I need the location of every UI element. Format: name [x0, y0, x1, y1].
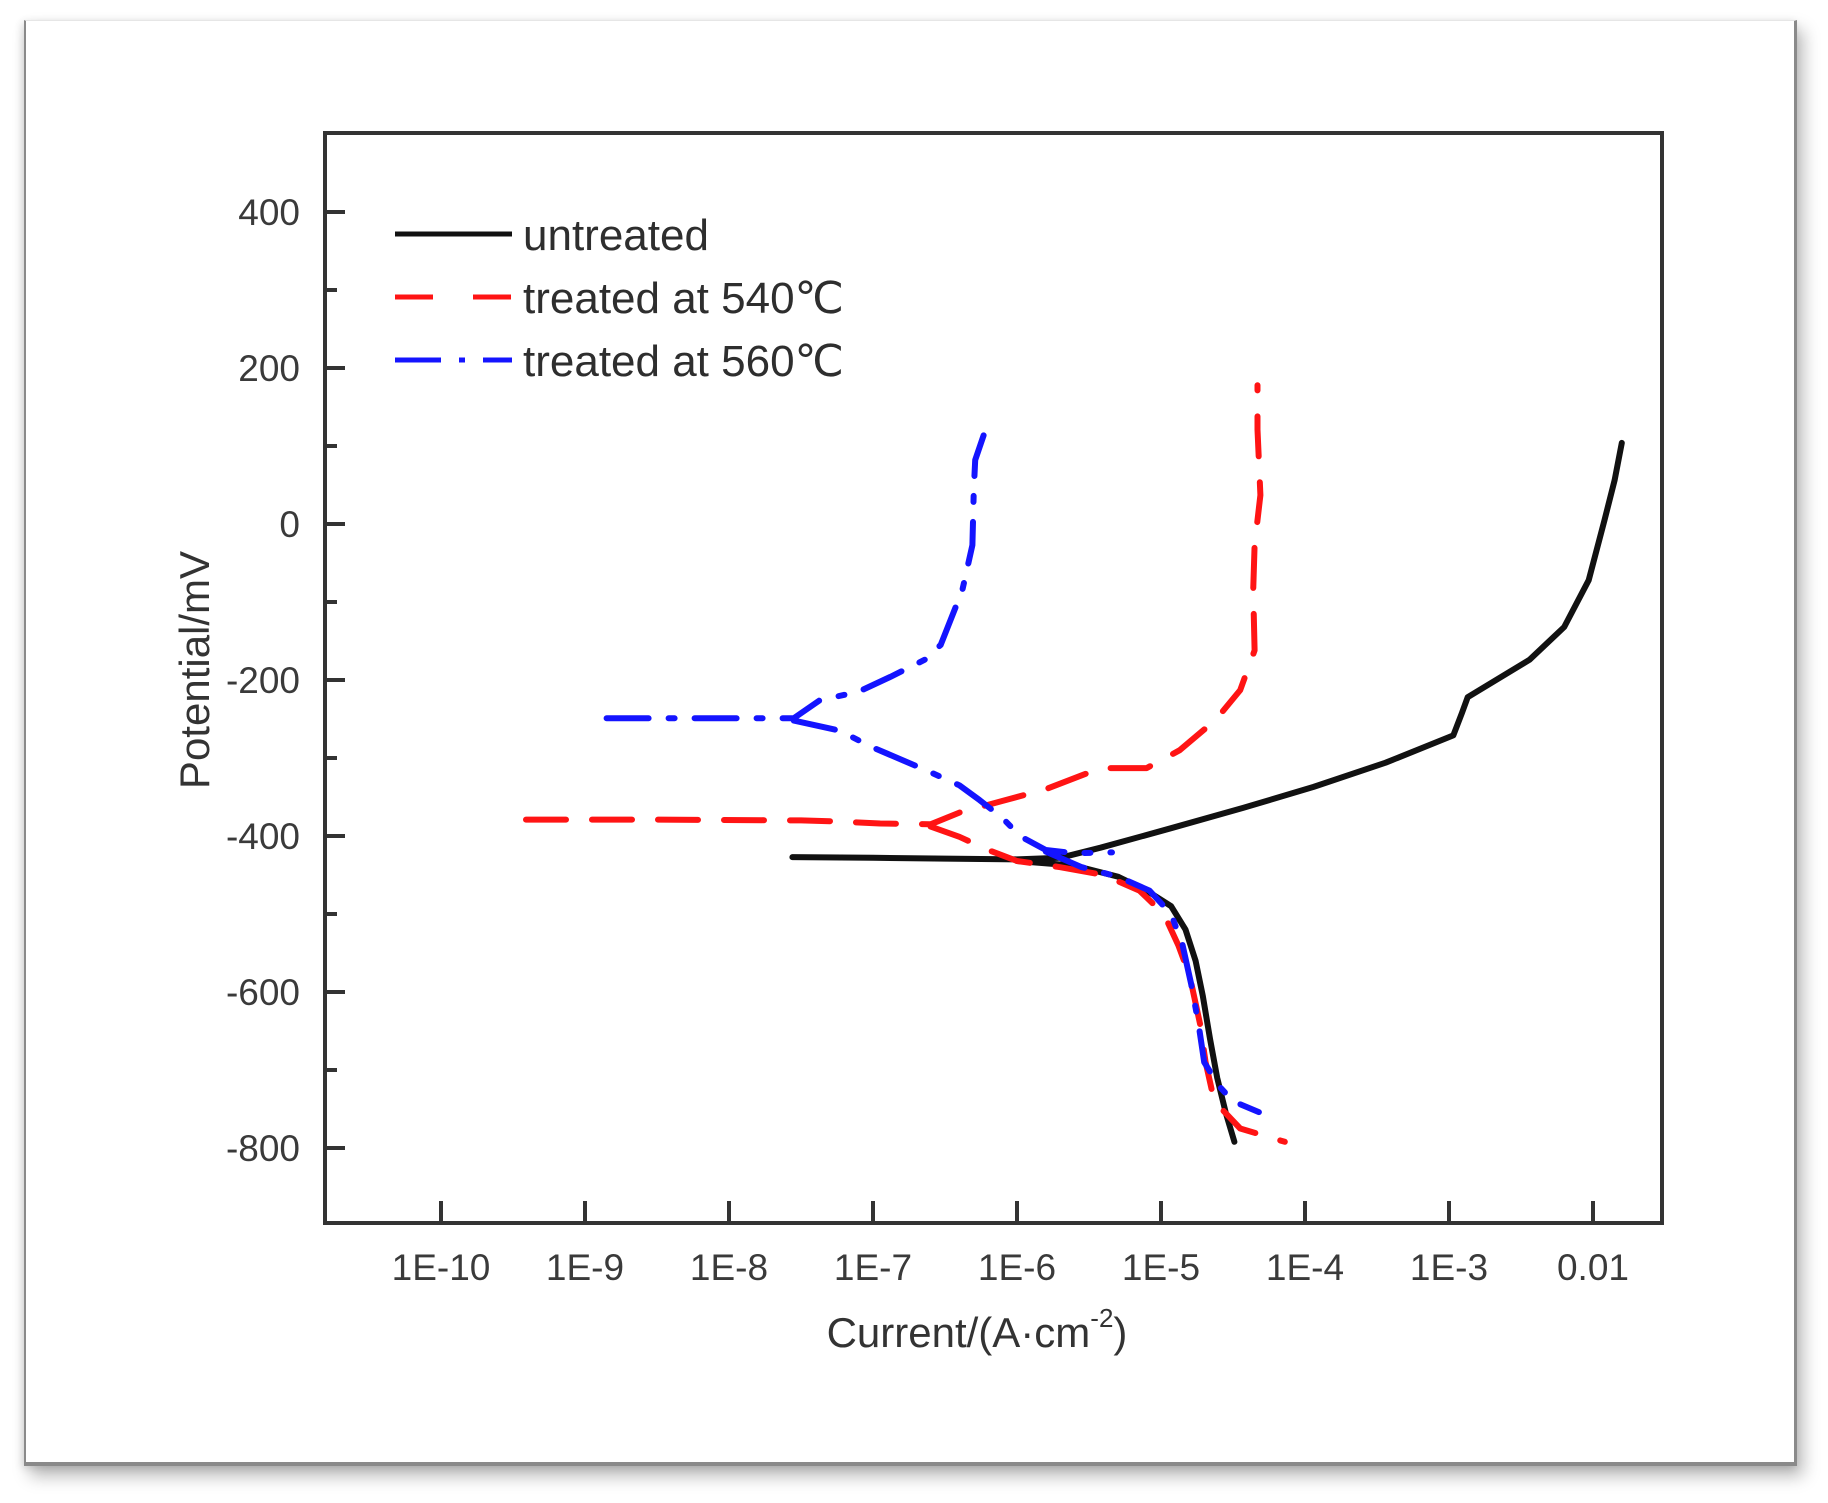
x-axis: 1E-10 1E-9 1E-8 1E-7 1E-6 1E-5 1E-4 1E-3 0.01 — [392, 1201, 1629, 1288]
x-tick-label: 1E-3 — [1410, 1247, 1488, 1288]
x-axis-title-sup: -2 — [1090, 1303, 1113, 1333]
y-tick-label: 200 — [238, 348, 300, 389]
y-tick-label: -200 — [226, 660, 300, 701]
x-tick-label: 1E-6 — [978, 1247, 1056, 1288]
x-tick-label: 0.01 — [1557, 1247, 1629, 1288]
x-axis-title-close: ) — [1113, 1309, 1127, 1356]
legend-label-untreated: untreated — [523, 211, 709, 260]
y-tick-label: -400 — [226, 816, 300, 857]
x-tick-label: 1E-9 — [546, 1247, 624, 1288]
x-tick-label: 1E-5 — [1122, 1247, 1200, 1288]
y-axis-title: Potential/mV — [171, 551, 218, 789]
y-tick-label: 400 — [238, 192, 300, 233]
x-axis-title-main: Current/(A·cm — [827, 1309, 1091, 1356]
x-tick-label: 1E-4 — [1266, 1247, 1344, 1288]
legend-label-560: treated at 560℃ — [523, 337, 844, 386]
series-line-2 — [790, 717, 1115, 857]
series-line-1 — [927, 823, 1288, 1145]
series-layer — [523, 382, 1625, 1145]
legend-label-540: treated at 540℃ — [523, 274, 844, 323]
series-line-0 — [1014, 858, 1238, 1145]
x-tick-label: 1E-8 — [690, 1247, 768, 1288]
series-line-0 — [789, 439, 1625, 863]
series-line-2 — [1042, 848, 1262, 1116]
y-tick-label: -600 — [226, 972, 300, 1013]
y-tick-label: -800 — [226, 1128, 300, 1169]
x-tick-label: 1E-7 — [834, 1247, 912, 1288]
series-line-2 — [603, 427, 989, 722]
legend: untreated treated at 540℃ treated at 560… — [395, 211, 844, 386]
series-line-1 — [523, 382, 1264, 828]
y-tick-label: 0 — [279, 504, 300, 545]
x-tick-label: 1E-10 — [392, 1247, 491, 1288]
x-axis-title: Current/(A·cm-2) — [827, 1303, 1128, 1356]
y-axis: 400 200 0 -200 -400 -600 -800 — [226, 192, 345, 1169]
